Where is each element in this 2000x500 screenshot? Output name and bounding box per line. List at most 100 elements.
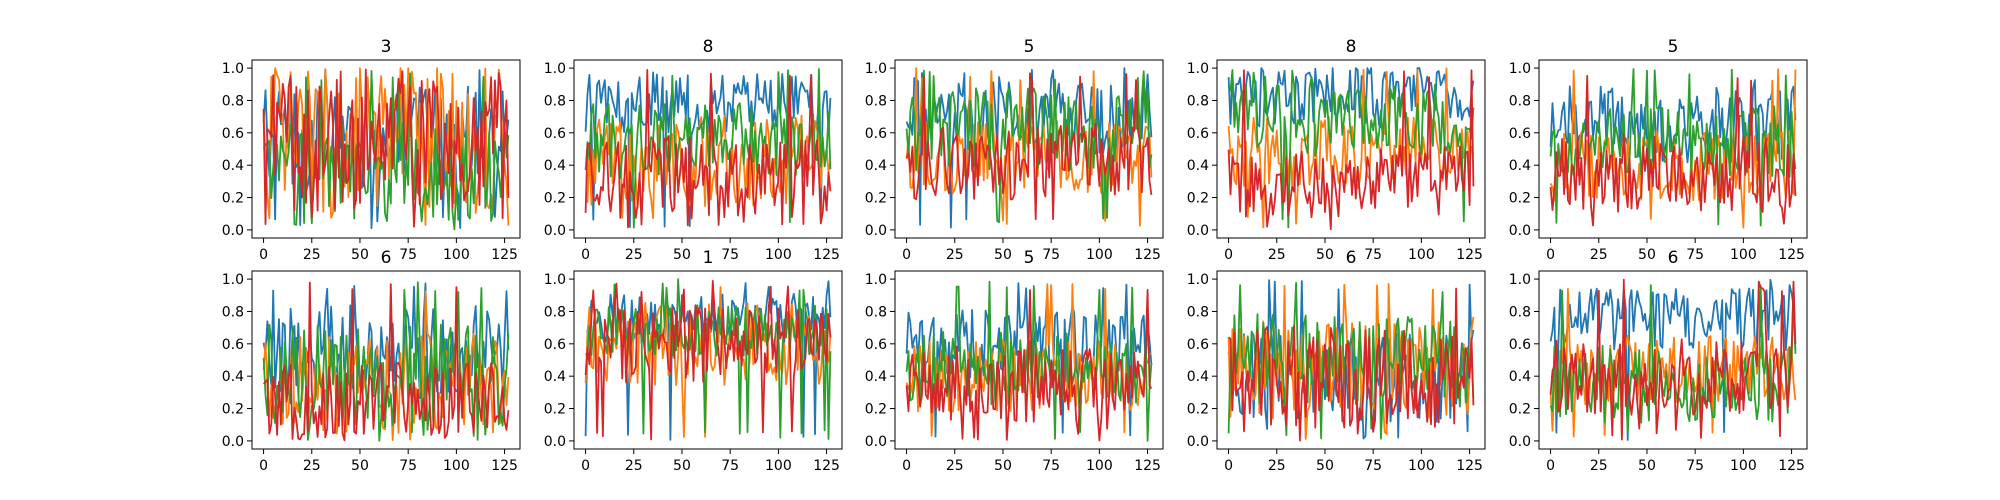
y-tick-label: 0.8 [222, 304, 244, 320]
subplot-title: 6 [1346, 248, 1357, 268]
x-tick-label: 0 [581, 458, 590, 474]
axes-frame [251, 59, 521, 239]
axes-frame [573, 59, 843, 239]
x-tick-label: 75 [1686, 458, 1704, 474]
y-tick-label: 0.0 [865, 223, 887, 239]
series-line-4 [905, 288, 1153, 442]
x-tick-label: 75 [1364, 247, 1382, 263]
subplot-title: 6 [381, 248, 392, 268]
x-tick-label: 75 [1042, 247, 1060, 263]
series-line-4 [584, 69, 832, 229]
y-tick-label: 0.4 [544, 158, 566, 174]
x-tick-label: 100 [1730, 458, 1757, 474]
x-tick-label: 100 [1730, 247, 1757, 263]
axes-frame [1538, 59, 1808, 239]
series-group [262, 67, 510, 231]
x-tick-label: 0 [581, 247, 590, 263]
subplot-title: 3 [381, 37, 392, 57]
x-tick-label: 50 [1316, 458, 1334, 474]
y-tick-label: 0.6 [222, 126, 244, 142]
y-tick-label: 0.2 [222, 402, 244, 418]
axes-frame [1538, 270, 1808, 450]
y-tick-label: 0.0 [222, 434, 244, 450]
x-tick-label: 25 [1268, 247, 1286, 263]
series-group [1227, 279, 1475, 442]
x-tick-label: 50 [1316, 247, 1334, 263]
y-tick-label: 0.8 [865, 304, 887, 320]
x-tick-label: 50 [994, 247, 1012, 263]
y-tick-label: 0.6 [222, 337, 244, 353]
series-line-4 [905, 72, 1153, 221]
x-tick-label: 100 [443, 247, 470, 263]
series-group [1549, 278, 1797, 441]
x-tick-label: 100 [443, 458, 470, 474]
y-tick-label: 0.6 [544, 126, 566, 142]
y-tick-label: 0.8 [1187, 304, 1209, 320]
y-tick-label: 0.2 [544, 191, 566, 207]
x-tick-label: 50 [673, 458, 691, 474]
y-tick-label: 1.0 [222, 61, 244, 77]
x-tick-label: 75 [399, 247, 417, 263]
x-tick-label: 0 [902, 247, 911, 263]
x-tick-label: 25 [946, 247, 964, 263]
subplot-title: 1 [703, 248, 714, 268]
x-tick-label: 100 [1086, 247, 1113, 263]
y-tick-label: 0.8 [544, 304, 566, 320]
y-tick-label: 0.0 [1187, 434, 1209, 450]
subplot-7: 0 25 50 75 100 125 0.0 0.2 0.4 0.6 0.8 1.0 1 [544, 248, 843, 474]
y-tick-label: 0.4 [865, 158, 887, 174]
x-tick-label: 75 [1364, 458, 1382, 474]
x-tick-label: 75 [721, 458, 739, 474]
x-tick-label: 100 [1086, 458, 1113, 474]
y-tick-label: 0.2 [1187, 191, 1209, 207]
series-group [905, 67, 1153, 229]
y-tick-label: 0.0 [1509, 434, 1531, 450]
y-tick-label: 0.2 [222, 191, 244, 207]
x-tick-label: 75 [721, 247, 739, 263]
subplot-title: 5 [1024, 248, 1035, 268]
series-line-4 [1549, 278, 1797, 441]
x-tick-label: 50 [994, 458, 1012, 474]
axes-frame [1216, 270, 1486, 450]
x-tick-label: 75 [1042, 458, 1060, 474]
y-tick-label: 0.2 [865, 402, 887, 418]
series-line-4 [1228, 287, 1475, 442]
y-tick-label: 0.8 [865, 93, 887, 109]
x-tick-label: 50 [351, 458, 369, 474]
x-tick-label: 50 [351, 247, 369, 263]
x-tick-label: 25 [303, 458, 321, 474]
x-tick-label: 125 [1778, 458, 1805, 474]
subplot-10: 0 25 50 75 100 125 0.0 0.2 0.4 0.6 0.8 1.0 6 [1509, 248, 1808, 474]
x-tick-label: 125 [1778, 247, 1805, 263]
subplot-2: 0 25 50 75 100 125 0.0 0.2 0.4 0.6 0.8 1.0 8 [544, 37, 843, 263]
subplot-5: 0 25 50 75 100 125 0.0 0.2 0.4 0.6 0.8 1.0 5 [1509, 37, 1808, 263]
series-line-3 [1228, 69, 1475, 229]
subplot-title: 5 [1024, 37, 1035, 57]
x-tick-label: 25 [1268, 458, 1286, 474]
series-group [584, 278, 832, 441]
series-group [1549, 68, 1797, 229]
axes-frame [1216, 59, 1486, 239]
y-tick-label: 0.8 [1509, 93, 1531, 109]
y-tick-label: 1.0 [544, 272, 566, 288]
series-group [262, 281, 510, 442]
x-tick-label: 100 [1408, 458, 1435, 474]
x-tick-label: 50 [1638, 458, 1656, 474]
y-tick-label: 1.0 [865, 272, 887, 288]
y-tick-label: 0.8 [1509, 304, 1531, 320]
y-tick-label: 0.2 [1187, 402, 1209, 418]
x-tick-label: 125 [1456, 458, 1483, 474]
subplot-4: 0 25 50 75 100 125 0.0 0.2 0.4 0.6 0.8 1.0 8 [1187, 37, 1486, 263]
x-tick-label: 100 [1408, 247, 1435, 263]
axes-frame [894, 59, 1164, 239]
series-line-3 [584, 68, 832, 229]
y-tick-label: 0.0 [1509, 223, 1531, 239]
series-line-4 [584, 279, 832, 441]
series-line-2 [1549, 287, 1797, 438]
y-tick-label: 0.2 [1509, 402, 1531, 418]
subplot-3: 0 25 50 75 100 125 0.0 0.2 0.4 0.6 0.8 1.0 5 [865, 37, 1164, 263]
x-tick-label: 25 [1590, 458, 1608, 474]
y-tick-label: 1.0 [1509, 61, 1531, 77]
x-tick-label: 100 [765, 247, 792, 263]
